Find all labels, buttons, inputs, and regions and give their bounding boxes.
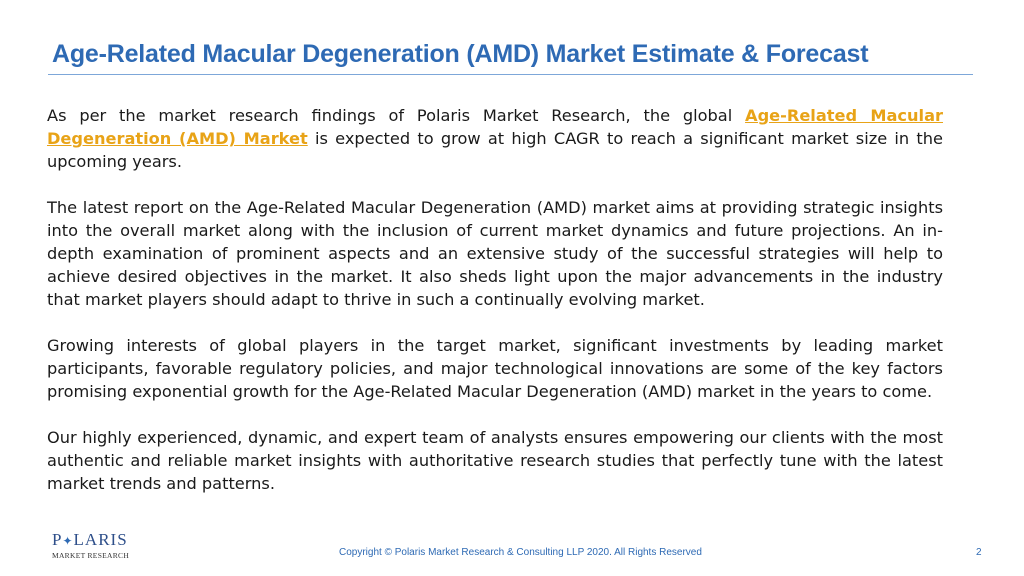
intro-text-after: is expected to grow at high CAGR to reac… xyxy=(47,129,943,171)
paragraph-growth-factors: Growing interests of global players in t… xyxy=(47,336,943,401)
title-divider xyxy=(48,74,973,75)
market-report-link[interactable]: Age-Related Macular Degeneration (AMD) M… xyxy=(47,106,943,148)
intro-text-before: As per the market research findings of P… xyxy=(47,106,746,125)
star-icon: ✦ xyxy=(62,534,74,548)
paragraph-analyst-team: Our highly experienced, dynamic, and exp… xyxy=(47,428,943,493)
logo-wordmark: P✦LARIS xyxy=(52,531,128,550)
footer-copyright: Copyright © Polaris Market Research & Co… xyxy=(339,547,702,558)
polaris-logo: P✦LARIS MARKET RESEARCH xyxy=(52,531,132,563)
slide-title: Age-Related Macular Degeneration (AMD) M… xyxy=(52,40,869,68)
paragraph-report-overview: The latest report on the Age-Related Mac… xyxy=(47,198,943,309)
logo-subtitle: MARKET RESEARCH xyxy=(52,551,130,560)
paragraph-intro: As per the market research findings of P… xyxy=(47,104,943,173)
slide-body: As per the market research findings of P… xyxy=(47,104,943,518)
page-number: 2 xyxy=(976,547,982,558)
logo-letter-p: P xyxy=(52,530,63,549)
logo-letters: LARIS xyxy=(73,530,128,549)
